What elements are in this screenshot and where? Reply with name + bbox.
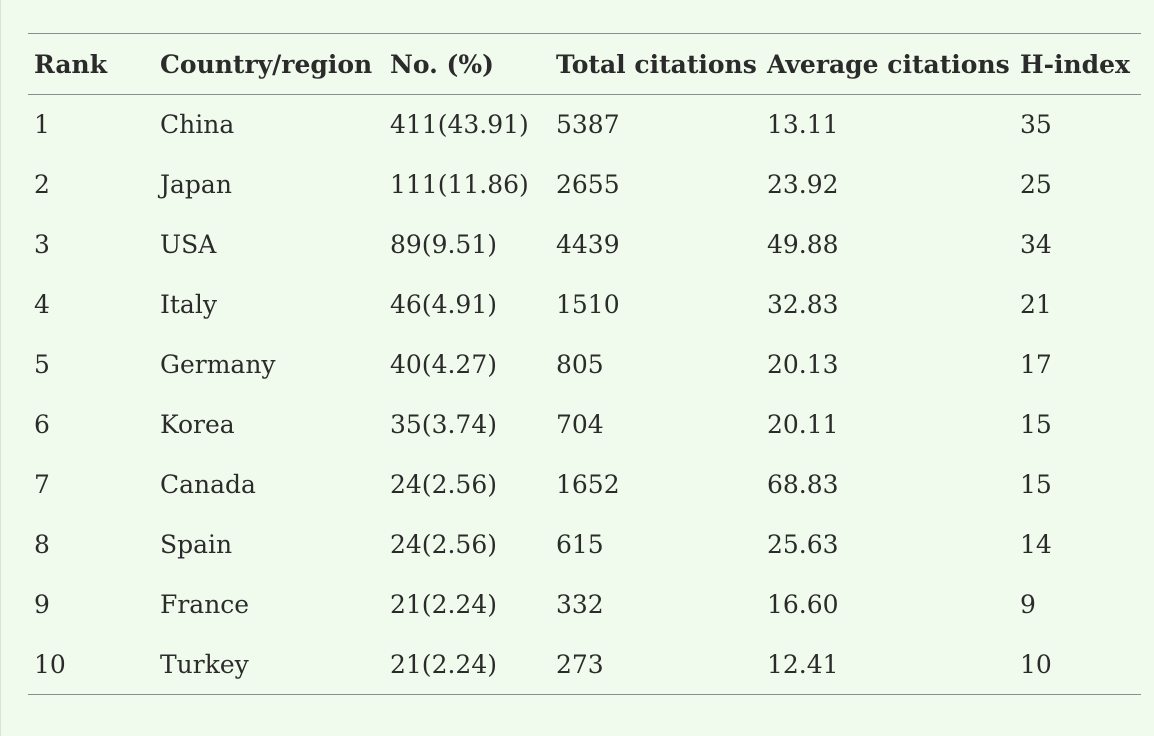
cell-number-percent: 21(2.24) bbox=[390, 649, 497, 679]
cell-rank: 2 bbox=[34, 170, 50, 199]
header-country-region: Country/region bbox=[160, 49, 373, 79]
cell-number-percent: 35(3.74) bbox=[390, 410, 497, 439]
cell-total-citations: 332 bbox=[556, 590, 604, 619]
cell-average-citations: 23.92 bbox=[767, 170, 839, 199]
cell-country: Italy bbox=[160, 290, 217, 319]
table-header-row: Rank Country/region No. (%) Total citati… bbox=[28, 33, 1141, 95]
cell-number-percent: 111(11.86) bbox=[390, 170, 529, 199]
cell-rank: 10 bbox=[34, 649, 66, 679]
table-row: 8 Spain 24(2.56) 615 25.63 14 bbox=[28, 515, 1141, 575]
cell-number-percent: 24(2.56) bbox=[390, 530, 497, 559]
cell-country: Germany bbox=[160, 350, 276, 379]
table-row: 5 Germany 40(4.27) 805 20.13 17 bbox=[28, 335, 1141, 395]
cell-average-citations: 13.11 bbox=[767, 110, 839, 140]
header-rank: Rank bbox=[34, 49, 108, 79]
header-h-index: H-index bbox=[1020, 49, 1130, 79]
cell-h-index: 14 bbox=[1020, 530, 1052, 559]
cell-country: France bbox=[160, 590, 250, 619]
cell-average-citations: 68.83 bbox=[767, 470, 839, 499]
cell-total-citations: 615 bbox=[556, 530, 604, 559]
table-row: 6 Korea 35(3.74) 704 20.11 15 bbox=[28, 395, 1141, 455]
cell-number-percent: 46(4.91) bbox=[390, 290, 497, 319]
cell-h-index: 17 bbox=[1020, 350, 1052, 379]
table-row: 3 USA 89(9.51) 4439 49.88 34 bbox=[28, 215, 1141, 275]
cell-h-index: 21 bbox=[1020, 290, 1052, 319]
cell-total-citations: 273 bbox=[556, 649, 604, 679]
cell-rank: 5 bbox=[34, 350, 50, 379]
header-total-citations: Total citations bbox=[556, 49, 757, 79]
cell-h-index: 25 bbox=[1020, 170, 1052, 199]
header-average-citations: Average citations bbox=[767, 49, 1010, 79]
cell-total-citations: 704 bbox=[556, 410, 604, 439]
cell-country: Canada bbox=[160, 470, 256, 499]
table-row: 1 China 411(43.91) 5387 13.11 35 bbox=[28, 95, 1141, 155]
cell-average-citations: 32.83 bbox=[767, 290, 839, 319]
cell-h-index: 15 bbox=[1020, 470, 1052, 499]
cell-total-citations: 4439 bbox=[556, 230, 620, 259]
cell-rank: 9 bbox=[34, 590, 50, 619]
cell-average-citations: 49.88 bbox=[767, 230, 839, 259]
cell-number-percent: 21(2.24) bbox=[390, 590, 497, 619]
table-row: 10 Turkey 21(2.24) 273 12.41 10 bbox=[28, 635, 1141, 695]
cell-country: USA bbox=[160, 230, 217, 259]
cell-total-citations: 805 bbox=[556, 350, 604, 379]
table-row: 7 Canada 24(2.56) 1652 68.83 15 bbox=[28, 455, 1141, 515]
cell-number-percent: 89(9.51) bbox=[390, 230, 497, 259]
table-row: 9 France 21(2.24) 332 16.60 9 bbox=[28, 575, 1141, 635]
cell-rank: 8 bbox=[34, 530, 50, 559]
cell-rank: 4 bbox=[34, 290, 50, 319]
cell-number-percent: 411(43.91) bbox=[390, 110, 529, 140]
cell-country: Korea bbox=[160, 410, 235, 439]
cell-h-index: 10 bbox=[1020, 649, 1052, 679]
cell-rank: 6 bbox=[34, 410, 50, 439]
cell-rank: 1 bbox=[34, 110, 50, 140]
page-edge bbox=[0, 0, 1, 736]
cell-total-citations: 1652 bbox=[556, 470, 620, 499]
cell-h-index: 15 bbox=[1020, 410, 1052, 439]
cell-country: Spain bbox=[160, 530, 233, 559]
country-citation-table: Rank Country/region No. (%) Total citati… bbox=[28, 33, 1141, 695]
cell-rank: 3 bbox=[34, 230, 50, 259]
table-row: 2 Japan 111(11.86) 2655 23.92 25 bbox=[28, 155, 1141, 215]
cell-average-citations: 25.63 bbox=[767, 530, 839, 559]
cell-total-citations: 1510 bbox=[556, 290, 620, 319]
cell-average-citations: 20.11 bbox=[767, 410, 839, 439]
cell-h-index: 9 bbox=[1020, 590, 1036, 619]
cell-country: Japan bbox=[160, 170, 232, 199]
header-number-percent: No. (%) bbox=[390, 49, 494, 79]
cell-h-index: 35 bbox=[1020, 110, 1052, 140]
cell-rank: 7 bbox=[34, 470, 50, 499]
cell-country: China bbox=[160, 110, 235, 140]
cell-number-percent: 40(4.27) bbox=[390, 350, 497, 379]
cell-h-index: 34 bbox=[1020, 230, 1052, 259]
cell-average-citations: 16.60 bbox=[767, 590, 839, 619]
table-row: 4 Italy 46(4.91) 1510 32.83 21 bbox=[28, 275, 1141, 335]
cell-total-citations: 2655 bbox=[556, 170, 620, 199]
cell-total-citations: 5387 bbox=[556, 110, 620, 140]
cell-average-citations: 20.13 bbox=[767, 350, 839, 379]
table-container: Rank Country/region No. (%) Total citati… bbox=[28, 33, 1141, 695]
cell-country: Turkey bbox=[160, 649, 249, 679]
cell-number-percent: 24(2.56) bbox=[390, 470, 497, 499]
cell-average-citations: 12.41 bbox=[767, 649, 839, 679]
